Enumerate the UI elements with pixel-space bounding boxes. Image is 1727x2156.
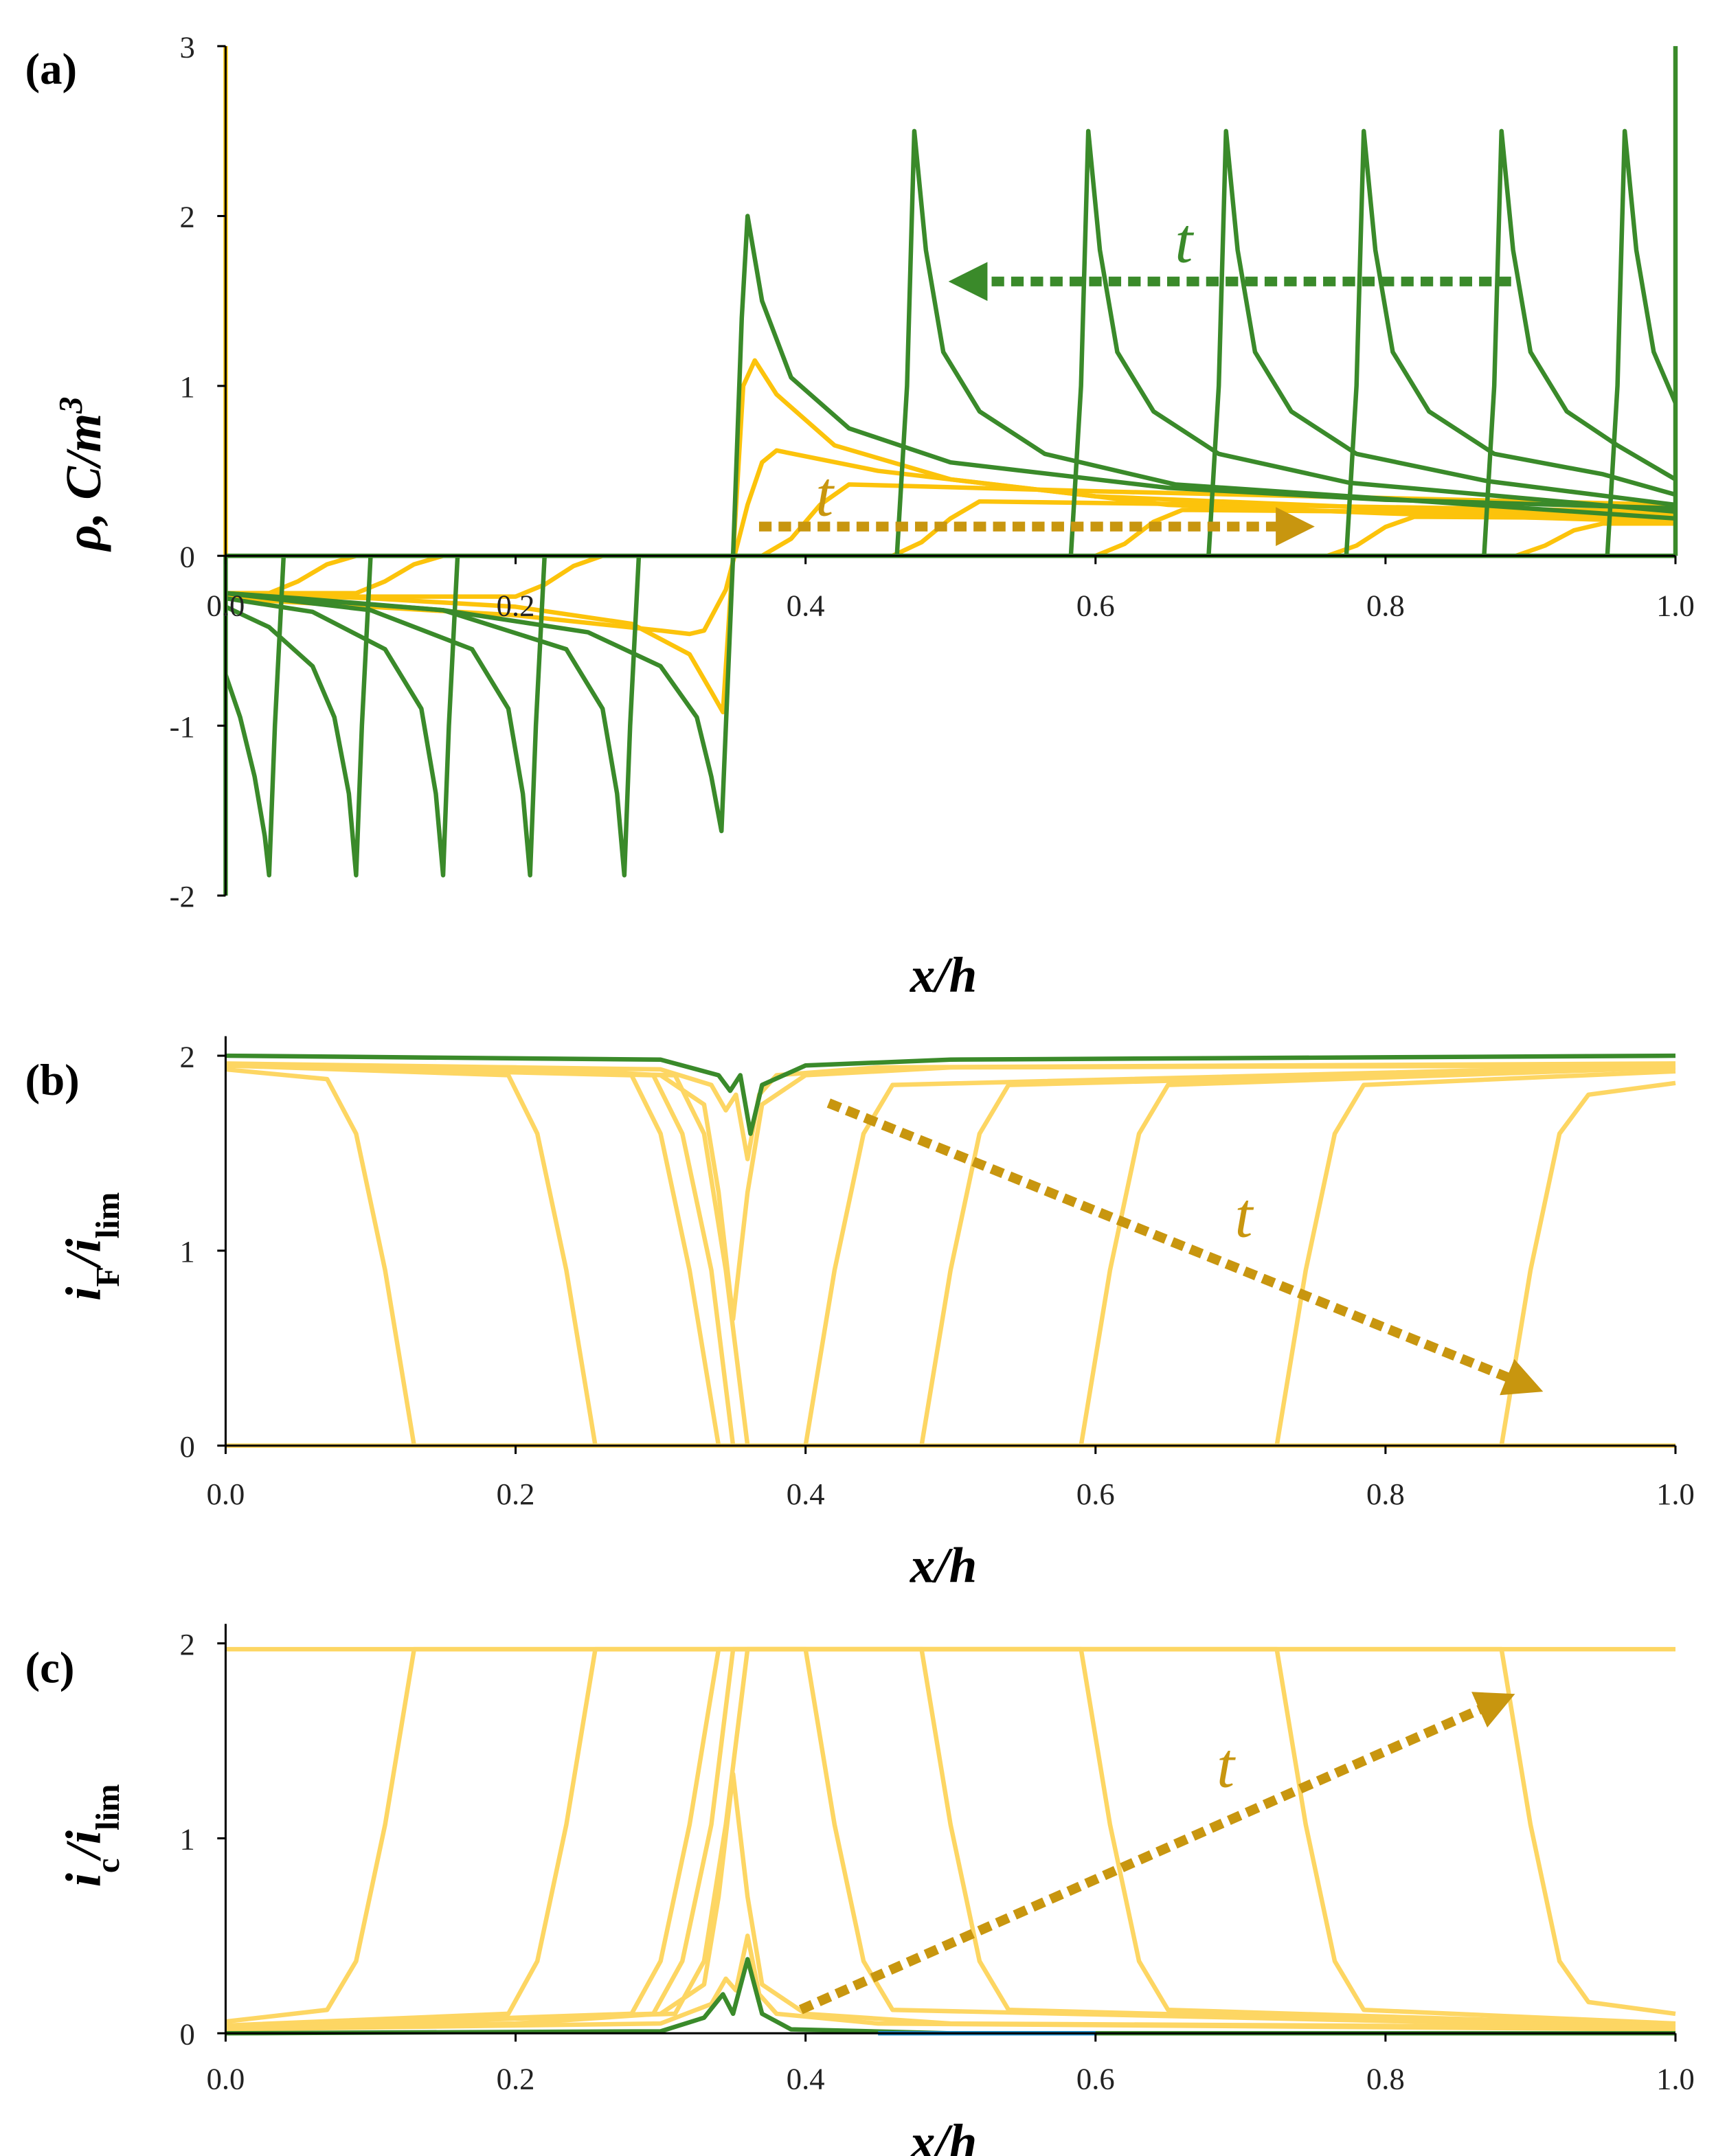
y-tick-label: 1 — [180, 1822, 195, 1857]
y-tick-label: -2 — [170, 879, 195, 914]
annotation: t — [815, 459, 835, 530]
y-tick-label: 0 — [180, 2017, 195, 2052]
time-arrow — [826, 1098, 1544, 1396]
curve — [225, 1646, 1676, 2030]
x-tick-label: 1.0 — [1656, 1477, 1695, 1511]
x-tick-label: 1.0 — [1656, 588, 1695, 622]
curve — [225, 1646, 1676, 2028]
y-tick-label: 3 — [180, 30, 195, 64]
curve — [225, 553, 1675, 878]
curve — [225, 1067, 1676, 1448]
y-axis-label-part: /i — [56, 1238, 111, 1270]
x-tick-label: 0.0 — [207, 1477, 245, 1511]
curve — [223, 553, 1675, 878]
y-tick-label: 2 — [180, 1039, 195, 1074]
y-tick-label: -1 — [170, 710, 195, 744]
y-axis-label-part: lim — [89, 1192, 126, 1239]
curve — [225, 1771, 1676, 2030]
curve — [225, 128, 1676, 558]
curve — [225, 553, 1675, 878]
curve — [225, 448, 1676, 637]
x-tick-label: 0.8 — [1366, 2061, 1405, 2096]
curve — [225, 1646, 1676, 2024]
x-axis-label: x/h — [910, 2114, 977, 2156]
curve — [225, 508, 1676, 599]
y-axis-label-part: i — [56, 1287, 111, 1301]
x-tick-label: 0.6 — [1076, 1477, 1115, 1511]
x-tick-label: 1.0 — [1656, 2061, 1695, 2096]
panel-label: (a) — [25, 45, 77, 94]
x-tick-label: 0.6 — [1076, 2061, 1115, 2096]
x-tick-label: 0.2 — [497, 2061, 535, 2096]
panel-label: (b) — [25, 1056, 79, 1105]
curve — [225, 128, 1676, 558]
curve — [225, 358, 1676, 715]
curve — [225, 521, 1675, 558]
x-axis-label: x/h — [910, 1537, 977, 1593]
x-tick-label: 0.8 — [1366, 1477, 1405, 1511]
curve — [225, 1646, 1676, 2030]
curve — [225, 128, 1676, 558]
curve — [225, 1957, 1675, 2036]
x-tick-label: 0.2 — [497, 1477, 535, 1511]
panel-label: (c) — [25, 1643, 74, 1692]
curve — [225, 1053, 1676, 1136]
time-arrow — [798, 1692, 1515, 2015]
y-tick-label: 0 — [180, 539, 195, 574]
curve — [225, 1933, 1676, 2032]
x-tick-label: 0.6 — [1076, 588, 1115, 622]
annotation: t — [1175, 205, 1194, 276]
y-axis-label: ρ, C/m3 — [52, 397, 111, 552]
y-axis-label-part: c — [89, 1859, 126, 1874]
curves — [223, 46, 1678, 2036]
curve — [225, 1063, 1676, 1448]
curve — [225, 1063, 1676, 1448]
y-axis-label-part: 3 — [52, 397, 89, 414]
curve — [225, 1063, 1675, 1321]
y-axis-label-part: lim — [89, 1784, 126, 1830]
x-tick-label: 0.4 — [787, 1477, 825, 1511]
y-axis-label-part: /i — [56, 1830, 111, 1862]
x-tick-label: 0.2 — [497, 588, 535, 622]
x-tick-label: 0.0 — [207, 2061, 245, 2096]
annotation: t — [1217, 1730, 1236, 1801]
x-axis-label: x/h — [910, 947, 977, 1003]
curve — [225, 1646, 1676, 2030]
y-axis-label-part: i — [56, 1873, 111, 1887]
y-tick-label: 1 — [180, 1234, 195, 1269]
y-tick-label: 2 — [180, 1627, 195, 1661]
y-axis-label: iF/ilim — [56, 1192, 126, 1301]
curve — [225, 514, 1676, 558]
curve — [225, 553, 1675, 878]
x-tick-label: 0.8 — [1366, 588, 1405, 622]
y-axis-label-part: F — [89, 1267, 126, 1287]
x-tick-label: 0.4 — [787, 588, 825, 622]
curve — [225, 214, 1676, 834]
curve — [225, 1061, 1676, 1161]
curve — [225, 1063, 1676, 1448]
y-axis-label-part: ρ, C/m — [56, 413, 111, 552]
y-axis-label: ic/ilim — [56, 1784, 126, 1887]
curve — [225, 1063, 1676, 1448]
x-tick-label: 0.0 — [207, 588, 245, 622]
annotation: t — [1235, 1181, 1254, 1251]
curve — [225, 128, 1677, 558]
y-tick-label: 2 — [180, 200, 195, 234]
y-tick-label: 1 — [180, 370, 195, 404]
curve — [225, 128, 1676, 558]
x-tick-label: 0.4 — [787, 2061, 825, 2096]
y-tick-label: 0 — [180, 1429, 195, 1464]
